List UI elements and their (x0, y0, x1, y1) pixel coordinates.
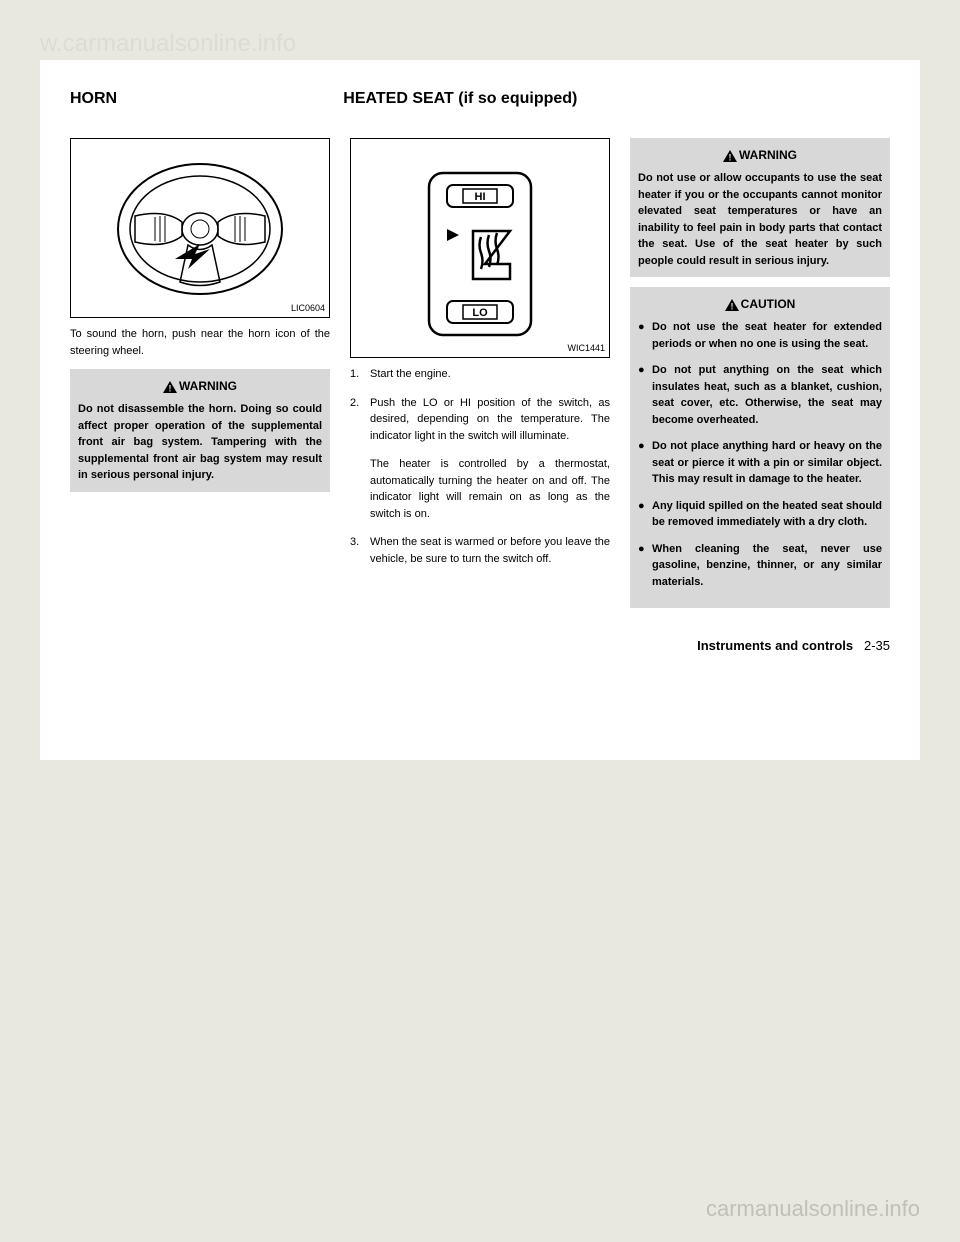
footer-page-number: 2-35 (864, 638, 890, 653)
svg-text:!: ! (730, 301, 733, 311)
watermark-bottom: carmanualsonline.info (706, 1196, 920, 1222)
warning-icon: ! (723, 150, 737, 162)
list-item: Do not put anything on the seat which in… (638, 362, 882, 428)
warning-body: Do not disassemble the horn. Doing so co… (78, 401, 322, 484)
heated-seat-steps: 1.Start the engine. 2.Push the LO or HI … (350, 366, 610, 567)
heading-horn: HORN (70, 90, 343, 108)
caution-icon: ! (725, 299, 739, 311)
footer-section: Instruments and controls (697, 638, 853, 653)
heated-seat-switch-icon: HI LO (425, 169, 535, 339)
horn-warning-box: !WARNING Do not disassemble the horn. Do… (70, 369, 330, 492)
warning-title: !WARNING (638, 146, 882, 164)
svg-text:!: ! (169, 383, 172, 393)
svg-text:LO: LO (472, 307, 488, 319)
list-item: Do not place anything hard or heavy on t… (638, 438, 882, 488)
seat-caution-box: !CAUTION Do not use the seat heater for … (630, 287, 890, 608)
list-item: 2.Push the LO or HI position of the swit… (350, 395, 610, 523)
figure-label-2: WIC1441 (567, 342, 605, 356)
figure-heated-seat-switch: HI LO WIC1441 (350, 138, 610, 358)
list-item: Do not use the seat heater for extended … (638, 319, 882, 352)
page-content: HORN HEATED SEAT (if so equipped) (40, 60, 920, 760)
warning-title: !WARNING (78, 377, 322, 395)
list-item: When cleaning the seat, never use gasoli… (638, 541, 882, 591)
headings-row: HORN HEATED SEAT (if so equipped) (70, 90, 890, 108)
figure-steering-wheel: LIC0604 (70, 138, 330, 318)
caution-body: Do not use the seat heater for extended … (638, 319, 882, 590)
column-1: LIC0604 To sound the horn, push near the… (70, 138, 330, 618)
steering-wheel-icon (110, 154, 290, 304)
column-2: HI LO WIC1441 1.Start the engine. 2.Push… (350, 138, 610, 618)
heading-heated-seat: HEATED SEAT (if so equipped) (343, 90, 616, 108)
warning-icon: ! (163, 381, 177, 393)
list-item: 1.Start the engine. (350, 366, 610, 383)
list-item: Any liquid spilled on the heated seat sh… (638, 498, 882, 531)
page-footer: Instruments and controls 2-35 (70, 638, 890, 653)
caution-title: !CAUTION (638, 295, 882, 313)
svg-text:!: ! (729, 152, 732, 162)
column-3: !WARNING Do not use or allow occupants t… (630, 138, 890, 618)
warning-body: Do not use or allow occupants to use the… (638, 170, 882, 269)
watermark-top: w.carmanualsonline.info (40, 30, 296, 58)
svg-text:HI: HI (475, 191, 486, 203)
columns: LIC0604 To sound the horn, push near the… (70, 138, 890, 618)
figure-label-1: LIC0604 (291, 302, 325, 316)
seat-warning-box: !WARNING Do not use or allow occupants t… (630, 138, 890, 277)
horn-body-text: To sound the horn, push near the horn ic… (70, 326, 330, 359)
list-item: 3.When the seat is warmed or before you … (350, 534, 610, 567)
